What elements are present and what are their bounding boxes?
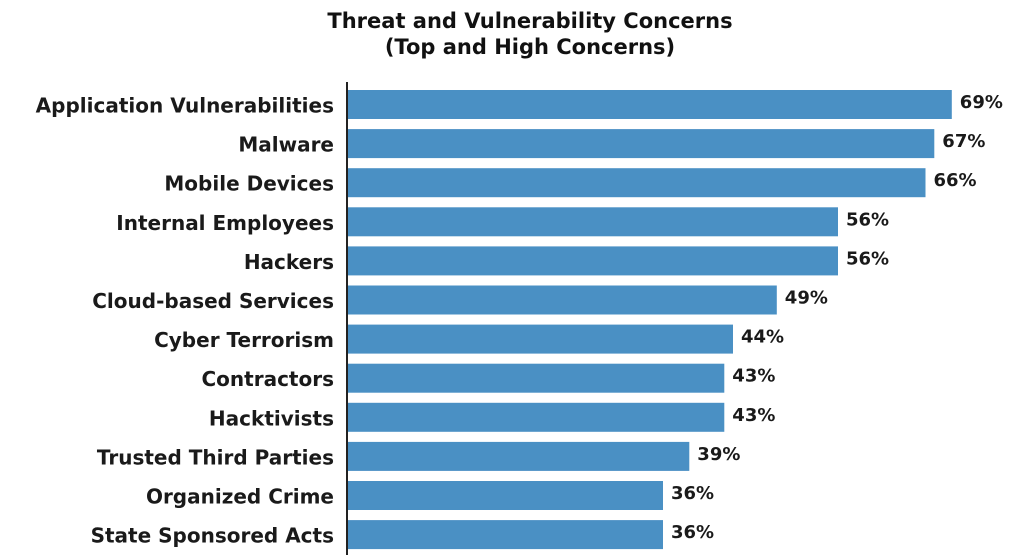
value-labels: 69% 67% 66% 56% 56% 49%44% 43% 43% 39% 36% 36% xyxy=(671,92,1003,543)
chart-title-line: Threat and Vulnerability Concerns xyxy=(327,9,733,33)
value-label-0: 69% xyxy=(960,92,1003,113)
bar-7 xyxy=(348,363,725,393)
bar-10 xyxy=(348,481,663,510)
value-label-5: 49% xyxy=(785,288,828,309)
bar-0 xyxy=(348,90,952,119)
bar-8 xyxy=(348,402,725,432)
value-label-9: 39% xyxy=(697,444,740,465)
bar-3 xyxy=(348,207,838,237)
value-label-3: 56% xyxy=(846,209,889,230)
chart-title: Threat and Vulnerability Concerns (Top a… xyxy=(290,8,770,60)
category-label-3: Internal Employees xyxy=(116,211,334,235)
value-label-7: 43% xyxy=(732,366,775,387)
bar-11 xyxy=(348,520,663,550)
category-labels: Application Vulnerabilities Malware Mobile… xyxy=(36,94,334,548)
category-label-6: Cyber Terrorism xyxy=(154,328,334,352)
bar-1 xyxy=(348,129,935,159)
value-label-10: 36% xyxy=(671,483,714,504)
bar-9 xyxy=(348,441,690,471)
value-label-8: 43% xyxy=(732,405,775,426)
category-label-0: Application Vulnerabilities xyxy=(36,94,334,118)
value-label-11: 36% xyxy=(671,522,714,543)
value-label-1: 67% xyxy=(942,131,985,152)
value-label-4: 56% xyxy=(846,248,889,269)
category-label-7: Contractors xyxy=(202,367,335,391)
value-label-2: 66% xyxy=(934,170,977,191)
category-label-9: Trusted Third Parties xyxy=(97,445,334,469)
bar-4 xyxy=(348,246,838,276)
category-label-5: Cloud-based Services xyxy=(92,289,334,313)
chart-subtitle-line: (Top and High Concerns) xyxy=(384,35,676,59)
category-label-8: Hacktivists xyxy=(209,406,334,430)
category-label-1: Malware xyxy=(238,133,334,157)
category-label-10: Organized Crime xyxy=(146,485,334,509)
category-label-4: Hackers xyxy=(244,250,334,274)
bar-2 xyxy=(348,168,926,198)
bar-5 xyxy=(348,285,777,315)
bar-6 xyxy=(348,324,733,354)
value-label-6: 44% xyxy=(741,327,784,348)
category-label-11: State Sponsored Acts xyxy=(91,524,334,548)
bars-layer xyxy=(348,90,952,550)
category-label-2: Mobile Devices xyxy=(164,172,334,196)
